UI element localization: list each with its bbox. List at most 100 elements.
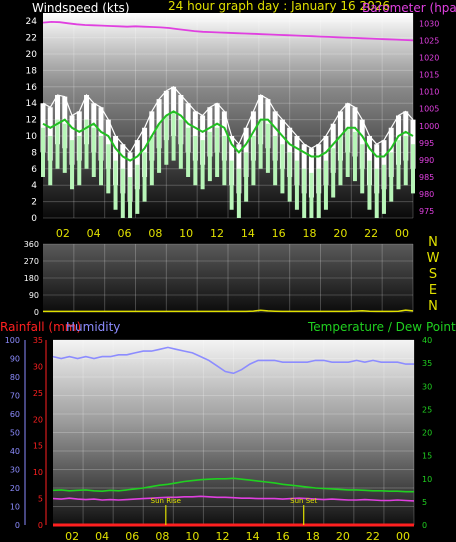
humidity-y-tick: 20 bbox=[10, 484, 20, 493]
wind-y-tick: 10 bbox=[26, 132, 38, 142]
wind-y-tick: 2 bbox=[31, 198, 37, 208]
x-tick-label: 18 bbox=[303, 227, 317, 240]
baro-y-tick: 1015 bbox=[419, 71, 439, 80]
wind-x-tick-labels: 02 04 06 08 10 12 14 16 18 20 22 00 bbox=[56, 227, 409, 240]
rainfall-y-tick: 30 bbox=[33, 362, 43, 371]
temperature-y-tick: 5 bbox=[422, 498, 427, 507]
temperature-y-tick: 35 bbox=[422, 359, 432, 368]
compass-label: N bbox=[428, 235, 438, 250]
direction-y-tick: 270 bbox=[24, 257, 39, 266]
x-tick-label: 02 bbox=[65, 530, 79, 542]
rainfall-y-tick: 10 bbox=[33, 468, 43, 477]
humidity-y-tick: 10 bbox=[10, 503, 20, 512]
sun-marker-label: Sun Set bbox=[290, 497, 317, 505]
x-tick-label: 14 bbox=[241, 227, 255, 240]
wind-gust-line bbox=[42, 86, 414, 154]
wind-y-tick: 18 bbox=[26, 66, 38, 76]
x-tick-label: 22 bbox=[366, 530, 380, 542]
rainfall-y-tick: 25 bbox=[33, 389, 43, 398]
x-tick-label: 18 bbox=[306, 530, 320, 542]
rainfall-y-tick: 0 bbox=[38, 521, 43, 530]
dew-point-line bbox=[52, 495, 415, 502]
wind-baro-grid bbox=[43, 13, 414, 219]
temperature-y-tick: 0 bbox=[422, 521, 427, 530]
rain-hum-temp-grid bbox=[24, 339, 415, 526]
x-tick-label: 08 bbox=[148, 227, 162, 240]
x-tick-label: 04 bbox=[87, 227, 101, 240]
baro-y-tick: 980 bbox=[419, 190, 434, 199]
direction-y-tick: 90 bbox=[29, 291, 39, 300]
baro-y-tick: 1000 bbox=[419, 122, 439, 131]
temperature-y-tick: 20 bbox=[422, 429, 432, 438]
humidity-y-tick: 50 bbox=[10, 429, 20, 438]
humidity-line bbox=[52, 346, 414, 375]
direction-y-tick: 0 bbox=[34, 308, 39, 317]
direction-y-tick: 180 bbox=[24, 274, 39, 283]
direction-series bbox=[43, 309, 414, 313]
wind-y-tick: 8 bbox=[31, 148, 37, 158]
wind-y-tick: 0 bbox=[31, 214, 37, 224]
wind-baro-plot-area bbox=[43, 13, 413, 218]
humidity-axis-title: Humidity bbox=[66, 320, 120, 334]
wind-axis-title: Windspeed (kts) bbox=[32, 1, 130, 15]
graph-title: 24 hour graph day : January 16 2026 bbox=[168, 0, 390, 13]
baro-y-tick: 1025 bbox=[419, 36, 439, 45]
temperature-y-tick: 15 bbox=[422, 452, 432, 461]
wind-y-tick: 20 bbox=[26, 50, 38, 60]
baro-y-tick-labels: 975 980 985 990 995 1000 1005 1010 1015 1020 1025 1… bbox=[419, 19, 439, 216]
baro-y-tick: 1020 bbox=[419, 53, 439, 62]
x-tick-label: 12 bbox=[210, 227, 224, 240]
baro-y-tick: 1010 bbox=[419, 88, 439, 97]
x-tick-label: 00 bbox=[396, 530, 410, 542]
barometer-line bbox=[42, 20, 414, 42]
baro-y-tick: 1030 bbox=[419, 19, 439, 28]
rain-hum-temp-tick-labels: 0102030405060708090100051015202530350510… bbox=[5, 336, 432, 542]
baro-y-tick: 985 bbox=[419, 173, 434, 182]
compass-label: W bbox=[427, 251, 440, 266]
humidity-y-tick: 100 bbox=[5, 336, 20, 345]
x-tick-label: 02 bbox=[56, 227, 70, 240]
wind-y-tick: 14 bbox=[26, 99, 38, 109]
wind-y-tick: 24 bbox=[26, 17, 38, 27]
temperature-y-tick: 30 bbox=[422, 382, 432, 391]
x-tick-label: 16 bbox=[276, 530, 290, 542]
wind-direction-line bbox=[43, 309, 414, 313]
baro-y-tick: 995 bbox=[419, 139, 434, 148]
wind-baro-series bbox=[40, 20, 416, 218]
wind-y-tick: 22 bbox=[26, 34, 37, 44]
x-tick-label: 06 bbox=[125, 530, 139, 542]
x-tick-label: 10 bbox=[179, 227, 193, 240]
x-tick-label: 12 bbox=[216, 530, 230, 542]
rainfall-y-tick: 35 bbox=[33, 336, 43, 345]
baro-y-tick: 975 bbox=[419, 207, 434, 216]
rainfall-y-tick: 20 bbox=[33, 415, 43, 424]
wind-y-tick: 6 bbox=[31, 165, 37, 175]
x-tick-label: 08 bbox=[155, 530, 169, 542]
humidity-y-tick: 30 bbox=[10, 466, 20, 475]
x-tick-label: 14 bbox=[246, 530, 260, 542]
baro-y-tick: 1005 bbox=[419, 105, 439, 114]
direction-y-tick-labels: 0 90 180 270 360 bbox=[24, 240, 39, 317]
compass-label: S bbox=[429, 267, 437, 282]
wind-y-tick: 12 bbox=[26, 116, 37, 126]
humidity-y-tick: 70 bbox=[10, 392, 20, 401]
x-tick-label: 10 bbox=[185, 530, 199, 542]
x-tick-label: 16 bbox=[272, 227, 286, 240]
x-tick-label: 20 bbox=[336, 530, 350, 542]
wind-y-tick: 4 bbox=[31, 181, 37, 191]
temperature-line bbox=[52, 477, 414, 493]
baro-axis-title: Barometer (hpa) bbox=[362, 1, 456, 15]
x-tick-label: 20 bbox=[333, 227, 347, 240]
compass-label: E bbox=[429, 283, 437, 298]
temperature-axis-title: Temperature / Dew Point (c) bbox=[307, 320, 456, 334]
baro-y-tick: 990 bbox=[419, 156, 434, 165]
compass-label: N bbox=[428, 299, 438, 314]
sun-marker-label: Sun Rise bbox=[151, 497, 181, 505]
wind-y-tick: 16 bbox=[26, 83, 38, 93]
rainfall-axis-title: Rainfall (mm) bbox=[0, 320, 81, 334]
humidity-y-tick: 0 bbox=[15, 521, 20, 530]
wind-average-line bbox=[42, 110, 414, 162]
